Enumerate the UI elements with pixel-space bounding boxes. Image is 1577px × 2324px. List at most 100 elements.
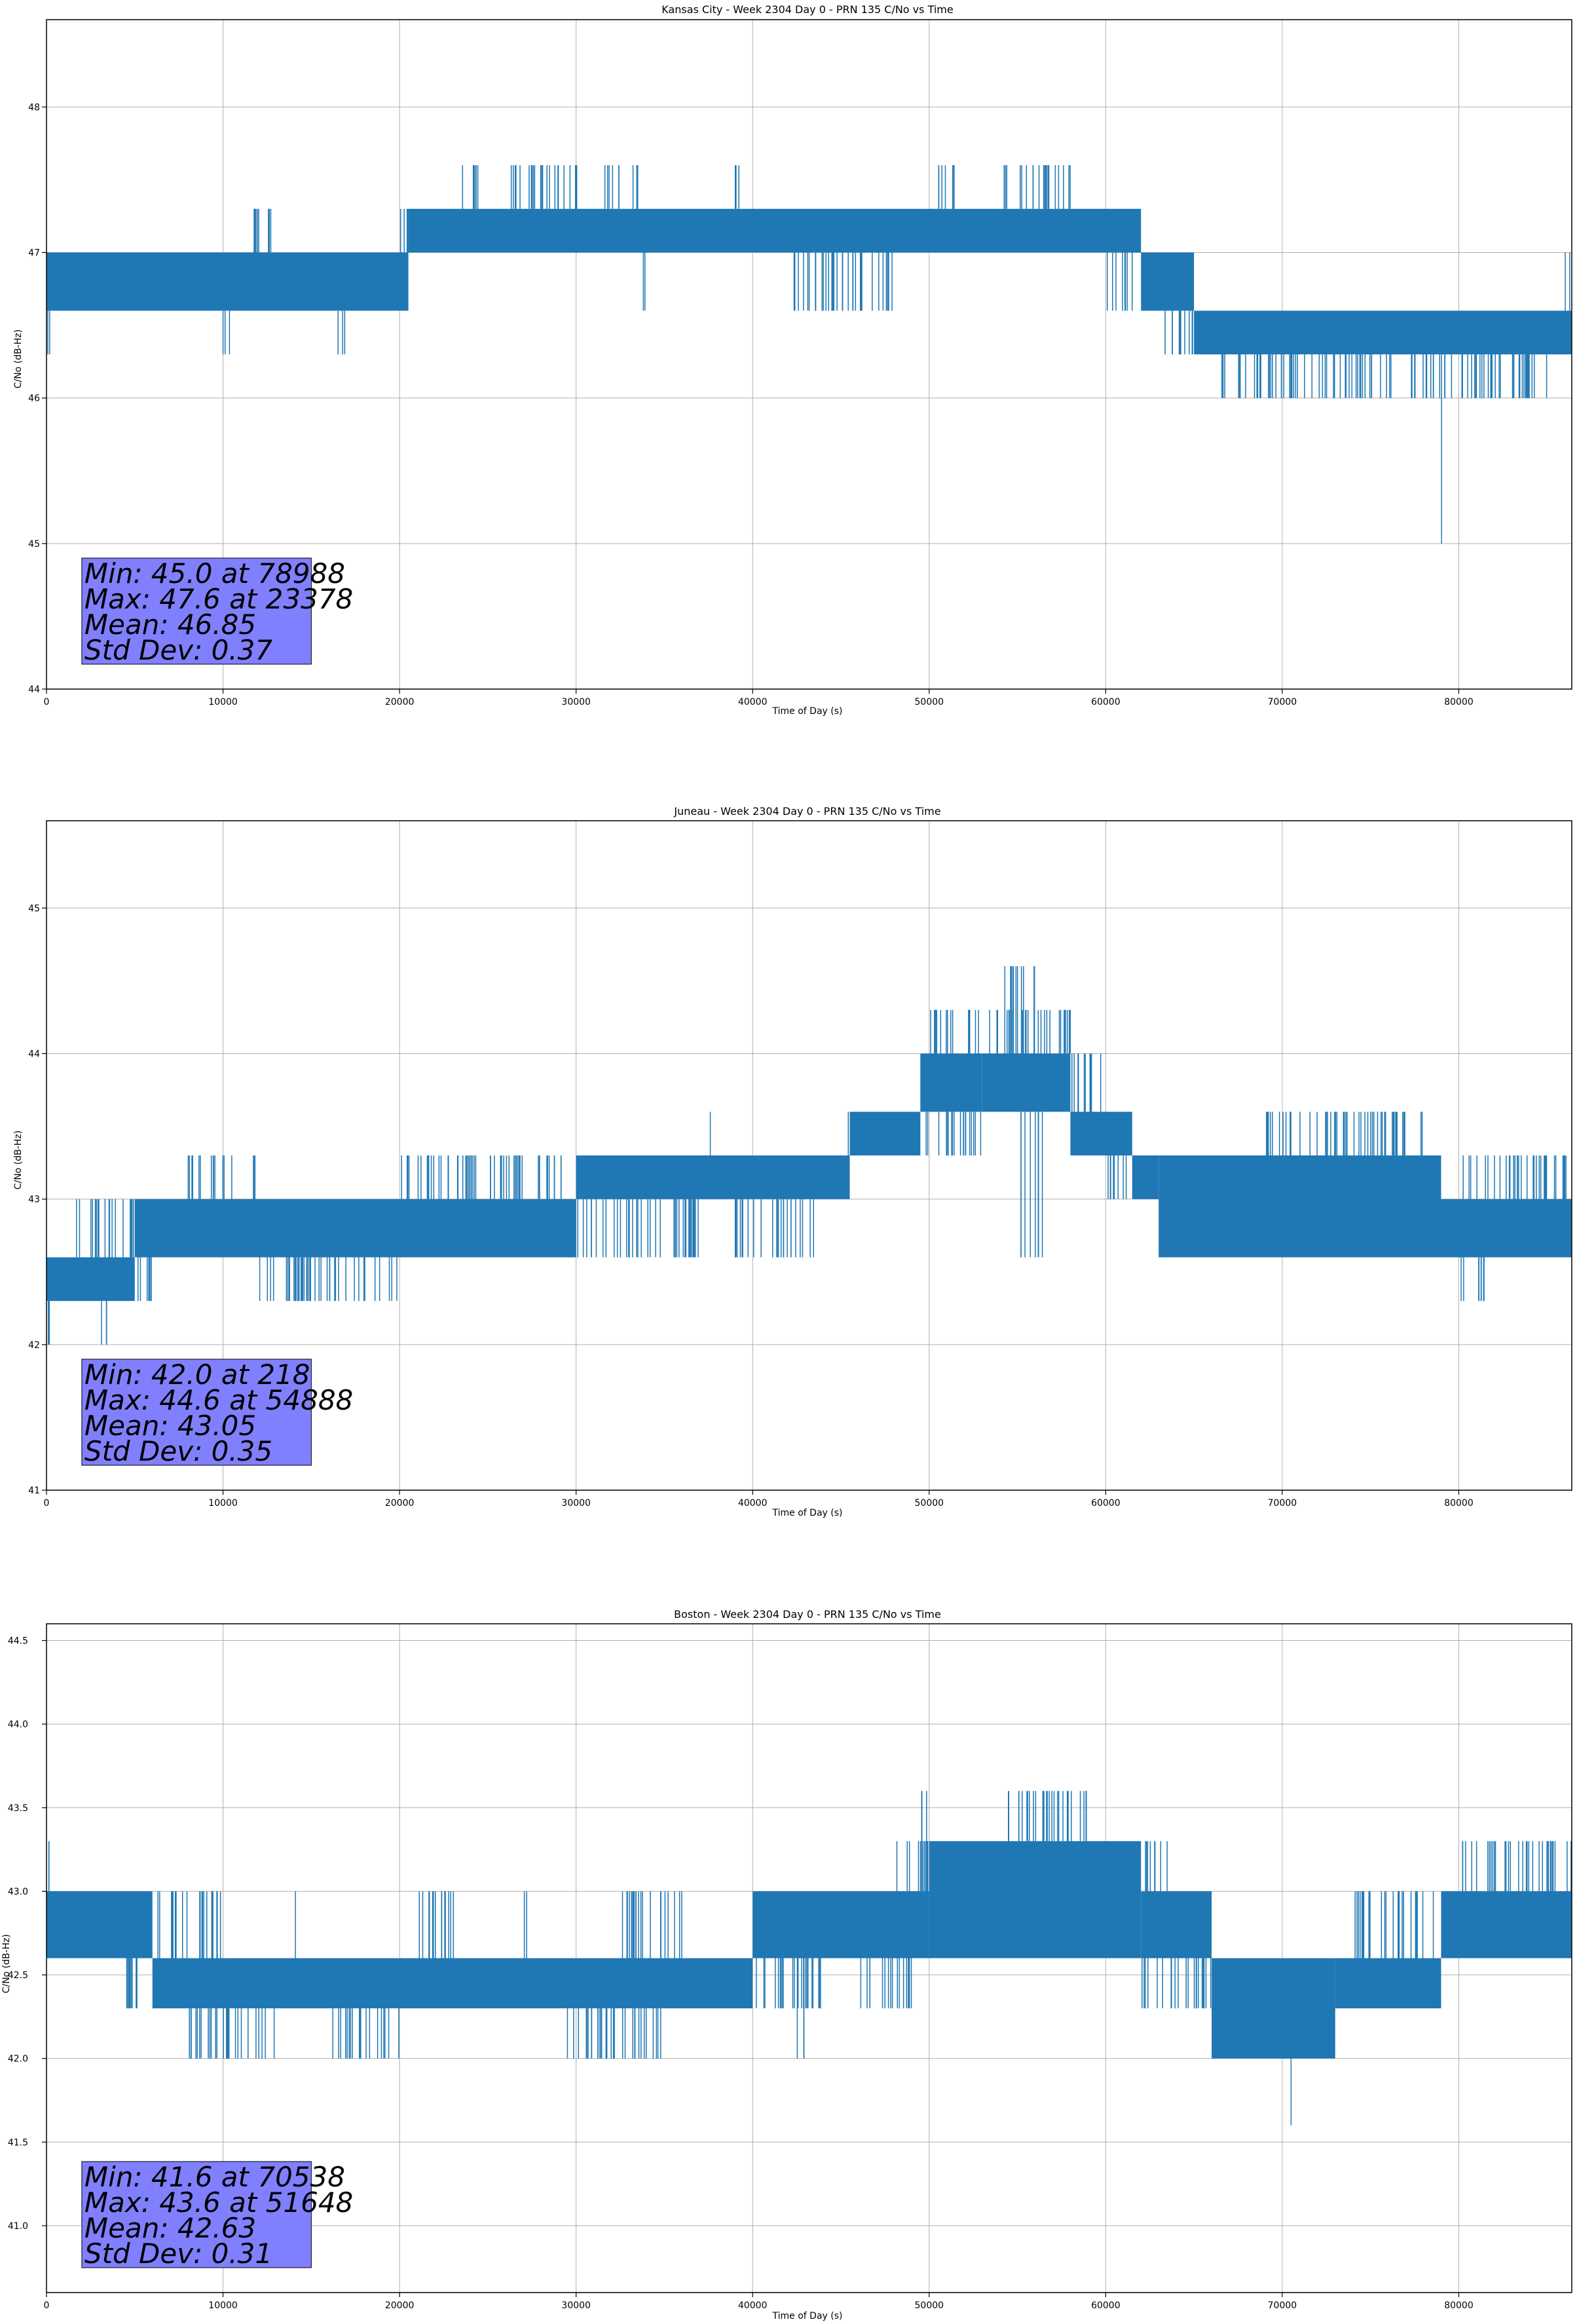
plot-area: 0 10000 20000 30000 40000 50000 60000 70000 8000… — [28, 19, 1572, 707]
data-band — [929, 1841, 1141, 1959]
data-band — [46, 1891, 153, 1959]
x-tick-label: 70000 — [1268, 1498, 1297, 1509]
y-tick-label: 45 — [28, 903, 40, 914]
x-axis-label: Time of Day (s) — [772, 706, 843, 717]
y-tick-label: 43.5 — [8, 1803, 28, 1814]
x-tick-label: 50000 — [915, 697, 944, 707]
panel-juneau: Juneau - Week 2304 Day 0 - PRN 135 C/No … — [13, 805, 1572, 1518]
stats-line: Mean: 43.05 — [84, 1410, 256, 1442]
x-tick-label: 70000 — [1268, 697, 1297, 707]
stats-box — [81, 2161, 312, 2268]
data-band — [1441, 1891, 1572, 1959]
data-band — [1159, 1155, 1441, 1258]
data-band — [46, 1257, 135, 1302]
x-tick-label: 80000 — [1444, 1498, 1474, 1509]
y-tick-label: 41.5 — [8, 2137, 28, 2148]
x-tick-label: 0 — [44, 2300, 50, 2311]
data-band — [849, 1112, 921, 1155]
stats-line: Min: 45.0 at 78988 — [84, 557, 345, 590]
x-tick-label: 40000 — [738, 2300, 768, 2311]
stats-line: Min: 41.6 at 70538 — [84, 2161, 345, 2193]
chart-title: Kansas City - Week 2304 Day 0 - PRN 135 … — [661, 3, 953, 16]
x-tick-label: 80000 — [1444, 2300, 1474, 2311]
data-band — [408, 208, 1141, 253]
data-band — [46, 252, 409, 311]
x-tick-label: 80000 — [1444, 697, 1474, 707]
x-tick-label: 10000 — [208, 2300, 238, 2311]
data-band — [920, 1053, 982, 1112]
axes-frame — [46, 1623, 1572, 2293]
x-tick-label: 0 — [44, 697, 50, 707]
data-band — [134, 1199, 576, 1258]
data-band — [752, 1891, 929, 1959]
data-band — [1441, 1199, 1572, 1258]
plot-area: 0 10000 20000 30000 40000 50000 60000 70000 8000… — [28, 820, 1572, 1509]
y-axis-label: C/No (dB-Hz) — [1, 1934, 12, 1993]
y-tick-label: 44 — [28, 1049, 40, 1059]
x-tick-label: 30000 — [561, 697, 591, 707]
plot-area: 0 10000 20000 30000 40000 50000 60000 70000 8000… — [8, 1623, 1572, 2311]
stats-line: Mean: 46.85 — [84, 609, 256, 641]
chart-title: Juneau - Week 2304 Day 0 - PRN 135 C/No … — [673, 805, 940, 817]
x-tick-label: 40000 — [738, 697, 768, 707]
x-tick-label: 20000 — [385, 697, 415, 707]
x-tick-label: 0 — [44, 1498, 50, 1509]
data-band — [1141, 1891, 1212, 1959]
data-band — [152, 1958, 753, 2009]
x-tick-label: 20000 — [385, 2300, 415, 2311]
stats-box — [81, 1359, 312, 1466]
y-tick-label: 41 — [28, 1486, 40, 1496]
y-tick-label: 43.0 — [8, 1886, 28, 1897]
stats-line: Max: 47.6 at 23378 — [84, 583, 353, 615]
stats-line: Mean: 42.63 — [84, 2212, 256, 2244]
data-band — [576, 1155, 850, 1199]
y-tick-label: 44.5 — [8, 1636, 28, 1647]
y-tick-label: 42 — [28, 1340, 40, 1351]
x-tick-label: 60000 — [1091, 697, 1121, 707]
y-axis-label: C/No (dB-Hz) — [13, 329, 24, 388]
stats-box — [81, 557, 312, 665]
x-tick-label: 60000 — [1091, 2300, 1121, 2311]
data-band — [1194, 310, 1572, 354]
y-tick-label: 47 — [28, 248, 40, 258]
data-band — [982, 1053, 1071, 1112]
data-band — [1335, 1958, 1441, 2009]
y-tick-label: 45 — [28, 539, 40, 550]
x-axis-label: Time of Day (s) — [772, 1508, 843, 1518]
y-tick-label: 44 — [28, 684, 40, 695]
y-tick-label: 46 — [28, 394, 40, 404]
x-tick-label: 30000 — [561, 2300, 591, 2311]
axes-frame — [46, 820, 1572, 1491]
x-tick-label: 10000 — [208, 697, 238, 707]
stats-line: Max: 44.6 at 54888 — [84, 1384, 353, 1416]
data-band — [1070, 1112, 1132, 1155]
y-tick-label: 41.0 — [8, 2221, 28, 2232]
data-band — [1132, 1155, 1159, 1199]
stats-line: Max: 43.6 at 51648 — [84, 2186, 353, 2219]
x-tick-label: 50000 — [915, 1498, 944, 1509]
y-tick-label: 42.0 — [8, 2054, 28, 2065]
chart-title: Boston - Week 2304 Day 0 - PRN 135 C/No … — [674, 1608, 941, 1621]
stats-line: Std Dev: 0.35 — [84, 1435, 272, 1467]
panel-kansas-city: Kansas City - Week 2304 Day 0 - PRN 135 … — [13, 3, 1572, 717]
y-tick-label: 42.5 — [8, 1970, 28, 1981]
axes-frame — [46, 19, 1572, 690]
panel-boston: Boston - Week 2304 Day 0 - PRN 135 C/No … — [1, 1608, 1572, 2321]
x-tick-label: 10000 — [208, 1498, 238, 1509]
y-tick-label: 48 — [28, 102, 40, 113]
stats-line: Std Dev: 0.37 — [84, 634, 272, 666]
stats-line: Min: 42.0 at 218 — [84, 1359, 310, 1391]
x-tick-label: 50000 — [915, 2300, 944, 2311]
x-tick-label: 40000 — [738, 1498, 768, 1509]
x-tick-label: 70000 — [1268, 2300, 1297, 2311]
x-tick-label: 20000 — [385, 1498, 415, 1509]
data-band — [1141, 252, 1195, 311]
data-band — [1212, 1958, 1335, 2059]
y-axis-label: C/No (dB-Hz) — [13, 1131, 24, 1190]
y-tick-label: 43 — [28, 1195, 40, 1205]
x-tick-label: 30000 — [561, 1498, 591, 1509]
x-tick-label: 60000 — [1091, 1498, 1121, 1509]
x-axis-label: Time of Day (s) — [772, 2311, 843, 2321]
stats-line: Std Dev: 0.31 — [84, 2238, 272, 2270]
